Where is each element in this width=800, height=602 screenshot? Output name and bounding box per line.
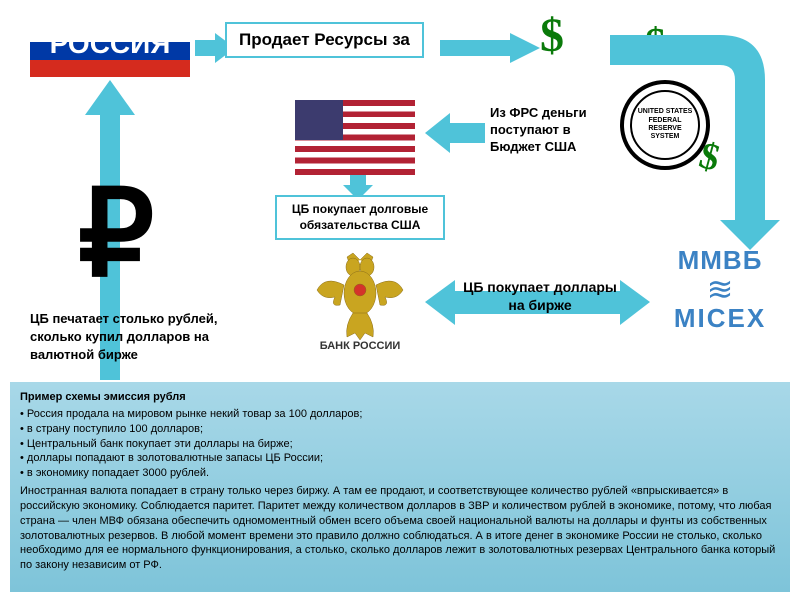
bank-russia-label: БАНК РОССИИ	[300, 340, 420, 352]
micex-wave-icon: ≋	[655, 280, 785, 299]
sells-resources-box: Продает Ресурсы за	[225, 22, 424, 58]
bullet-item: в страну поступило 100 долларов;	[20, 422, 780, 437]
bullet-item: Россия продала на мировом рынке некий то…	[20, 407, 780, 422]
explanation-bullets: Россия продала на мировом рынке некий то…	[20, 407, 780, 481]
micex-logo: ММВБ ≋ MICEX	[655, 245, 785, 334]
fed-money-text: Из ФРС деньги поступают в Бюджет США	[490, 105, 610, 156]
usa-flag	[295, 100, 415, 175]
fed-seal-icon: UNITED STATESFEDERALRESERVESYSTEM	[620, 80, 710, 170]
bullet-item: доллары попадают в золотовалютные запасы…	[20, 451, 780, 466]
arrow-left-fed	[425, 108, 485, 158]
cb-prints-text: ЦБ печатает столько рублей, сколько купи…	[30, 310, 220, 365]
bullet-item: в экономику попадает 3000 рублей.	[20, 466, 780, 481]
micex-text: MICEX	[655, 303, 785, 334]
explanation-paragraph: Иностранная валюта попадает в страну тол…	[20, 484, 780, 573]
ruble-icon: ₽	[78, 165, 154, 304]
explanation-title: Пример схемы эмиссия рубля	[20, 390, 780, 405]
bullet-item: Центральный банк покупает эти доллары на…	[20, 437, 780, 452]
explanation-panel: Пример схемы эмиссия рубля Россия продал…	[10, 382, 790, 592]
cb-buys-dollars-text: ЦБ покупает доллары на бирже	[460, 278, 620, 314]
dollar-icon-1: $	[540, 8, 564, 63]
russia-label: РОССИЯ	[30, 28, 190, 60]
russia-eagle-icon	[300, 240, 420, 350]
cb-buys-debt-box: ЦБ покупает долговые обязательства США	[275, 195, 445, 240]
arrow-right-2	[440, 28, 540, 68]
